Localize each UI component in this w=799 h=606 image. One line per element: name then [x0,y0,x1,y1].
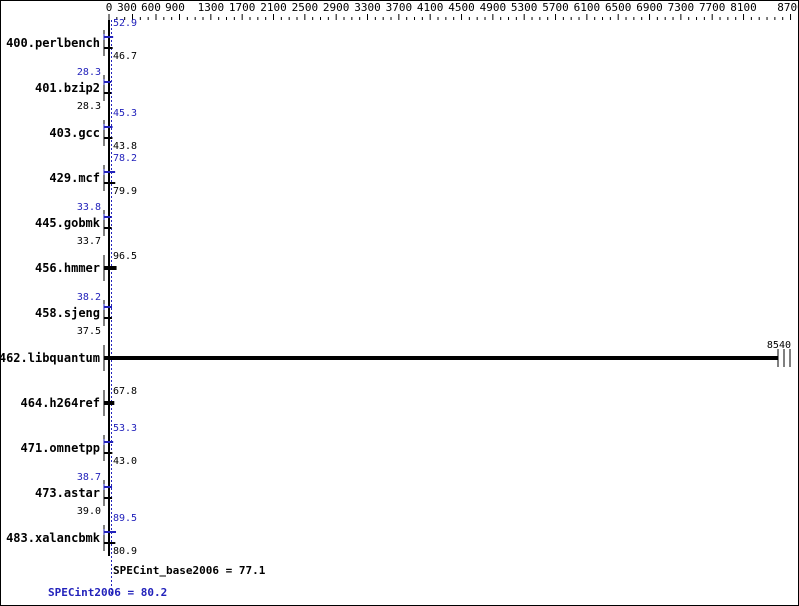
benchmark-label: 429.mcf [49,171,100,185]
base-value-label: 37.5 [77,326,101,337]
base-bar [104,182,116,184]
base-value-label: 46.7 [113,51,137,62]
x-tick-label: 7300 [668,1,695,14]
base-bar [104,92,112,94]
benchmark-label: 473.astar [35,486,100,500]
x-tick-label: 900 [165,1,185,14]
peak-value-label: 38.2 [77,292,101,303]
x-tick-label: 8100 [730,1,757,14]
benchmark-label: 400.perlbench [6,36,100,50]
base-bar [104,137,113,139]
benchmark-label: 445.gobmk [35,216,101,230]
base-bar [104,47,113,49]
peak-bar [104,36,114,38]
base-value-label: 33.7 [77,236,101,247]
x-tick-label: 6500 [605,1,632,14]
peak-value-label: 38.7 [77,472,101,483]
base-bar [104,452,113,454]
x-tick-label: 3300 [354,1,381,14]
x-tick-label: 4500 [448,1,475,14]
x-tick-label: 0 [106,1,113,14]
peak-value-label: 78.2 [113,153,137,164]
base-value-label: 80.9 [113,546,137,557]
base-value-label: 79.9 [113,186,137,197]
x-tick-label: 3700 [386,1,413,14]
peak-summary-label: SPECint2006 = 80.2 [48,586,167,599]
peak-bar [104,171,116,173]
x-tick-label: 1300 [198,1,225,14]
peak-bar [104,486,113,488]
x-tick-label: 7700 [699,1,726,14]
benchmark-label: 464.h264ref [21,396,100,410]
benchmark-label: 403.gcc [49,126,100,140]
x-tick-label: 2500 [292,1,319,14]
base-value-label: 28.3 [77,101,101,112]
base-value-label: 43.8 [113,141,137,152]
benchmark-label: 462.libquantum [0,351,100,365]
peak-bar [104,126,113,128]
benchmark-label: 456.hmmer [35,261,100,275]
base-value-label: 43.0 [113,456,137,467]
base-bar [104,497,113,499]
x-tick-label: 1700 [229,1,256,14]
peak-bar [104,306,112,308]
base-bar [104,266,117,270]
peak-value-label: 45.3 [113,108,137,119]
base-bar [104,227,112,229]
benchmark-label: 471.omnetpp [21,441,100,455]
x-tick-label: 2900 [323,1,350,14]
peak-value-label: 33.8 [77,202,101,213]
base-value-label: 67.8 [113,386,137,397]
x-tick-label: 300 [117,1,137,14]
base-summary-label: SPECint_base2006 = 77.1 [113,564,266,577]
peak-bar [104,531,117,533]
x-tick-label: 8700 [777,1,799,14]
benchmark-label: 401.bzip2 [35,81,100,95]
peak-value-label: 89.5 [113,513,137,524]
x-tick-label: 2100 [260,1,287,14]
peak-value-label: 52.9 [113,18,137,29]
peak-bar [104,216,112,218]
base-bar [104,317,112,319]
peak-value-label: 28.3 [77,67,101,78]
x-tick-label: 600 [141,1,161,14]
peak-value-label: 53.3 [113,423,137,434]
benchmark-label: 458.sjeng [35,306,100,320]
x-tick-label: 4900 [480,1,507,14]
base-bar [104,401,115,405]
peak-bar [104,441,114,443]
x-tick-label: 6100 [574,1,601,14]
peak-bar [104,81,112,83]
base-value-label: 39.0 [77,506,101,517]
base-value-label: 8540 [767,340,791,351]
base-value-label: 96.5 [113,251,137,262]
x-tick-label: 5300 [511,1,538,14]
x-tick-label: 4100 [417,1,444,14]
x-tick-label: 5700 [542,1,569,14]
base-bar [104,542,116,544]
base-bar [104,356,778,360]
x-tick-label: 6900 [636,1,663,14]
benchmark-label: 483.xalancbmk [6,531,101,545]
